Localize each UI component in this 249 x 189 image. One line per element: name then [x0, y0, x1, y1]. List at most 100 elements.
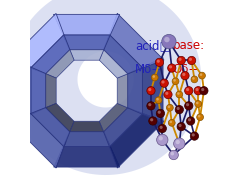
Circle shape — [198, 115, 200, 118]
Circle shape — [149, 117, 157, 125]
Polygon shape — [99, 103, 128, 132]
Circle shape — [194, 87, 202, 95]
Circle shape — [150, 118, 153, 121]
Polygon shape — [108, 141, 120, 167]
Polygon shape — [54, 146, 120, 167]
Circle shape — [168, 119, 175, 126]
Polygon shape — [31, 108, 70, 147]
Polygon shape — [69, 121, 104, 132]
Circle shape — [147, 102, 155, 110]
Circle shape — [157, 60, 160, 63]
Polygon shape — [104, 35, 143, 74]
Circle shape — [176, 140, 180, 144]
Circle shape — [147, 87, 155, 95]
Polygon shape — [137, 58, 163, 69]
Polygon shape — [109, 13, 164, 68]
Circle shape — [148, 88, 151, 91]
Polygon shape — [54, 14, 65, 40]
Circle shape — [186, 88, 189, 91]
Circle shape — [176, 91, 183, 98]
Polygon shape — [9, 13, 64, 68]
Polygon shape — [63, 35, 110, 50]
Text: base:: base: — [173, 39, 205, 52]
Circle shape — [171, 152, 174, 155]
Polygon shape — [109, 113, 164, 168]
Polygon shape — [107, 13, 117, 40]
Circle shape — [158, 111, 161, 114]
Circle shape — [157, 134, 168, 146]
Circle shape — [165, 92, 168, 95]
Polygon shape — [31, 35, 70, 74]
Text: Oδ−: Oδ− — [173, 64, 199, 76]
Circle shape — [162, 34, 176, 49]
Polygon shape — [9, 113, 64, 168]
Circle shape — [188, 118, 191, 121]
Circle shape — [192, 77, 195, 80]
Circle shape — [160, 126, 163, 129]
Circle shape — [173, 79, 176, 82]
Circle shape — [170, 121, 172, 123]
Polygon shape — [117, 74, 128, 108]
Polygon shape — [46, 103, 74, 132]
Circle shape — [187, 117, 195, 125]
Circle shape — [156, 98, 159, 101]
Circle shape — [151, 74, 158, 81]
Circle shape — [179, 58, 182, 61]
Circle shape — [185, 102, 193, 110]
Circle shape — [174, 138, 185, 149]
Circle shape — [187, 56, 196, 65]
Circle shape — [156, 109, 165, 118]
Polygon shape — [142, 58, 163, 124]
Circle shape — [155, 58, 164, 67]
Polygon shape — [137, 111, 164, 121]
Polygon shape — [9, 60, 36, 70]
Circle shape — [186, 103, 189, 106]
Circle shape — [182, 73, 186, 76]
Circle shape — [199, 72, 205, 79]
Polygon shape — [46, 50, 74, 78]
Polygon shape — [10, 112, 36, 124]
Text: Mδ+: Mδ+ — [135, 64, 162, 76]
Circle shape — [169, 65, 172, 68]
Circle shape — [161, 80, 165, 84]
Polygon shape — [10, 0, 201, 175]
Polygon shape — [10, 58, 31, 124]
Circle shape — [190, 132, 199, 140]
Circle shape — [152, 75, 155, 78]
Circle shape — [164, 37, 170, 42]
Circle shape — [168, 64, 176, 72]
Circle shape — [177, 107, 180, 110]
Circle shape — [155, 97, 162, 104]
Circle shape — [196, 102, 198, 104]
Circle shape — [191, 76, 198, 83]
Circle shape — [192, 133, 195, 136]
Circle shape — [164, 90, 172, 99]
Circle shape — [177, 122, 185, 131]
Circle shape — [197, 114, 203, 121]
Circle shape — [201, 88, 204, 91]
Polygon shape — [104, 108, 143, 147]
Polygon shape — [63, 132, 110, 146]
Polygon shape — [31, 67, 46, 114]
Circle shape — [181, 71, 189, 80]
Polygon shape — [56, 142, 66, 168]
Text: acid□: acid□ — [135, 39, 171, 52]
Circle shape — [200, 87, 208, 95]
Circle shape — [167, 104, 173, 111]
Circle shape — [177, 56, 185, 65]
Circle shape — [148, 103, 151, 106]
Circle shape — [189, 58, 192, 61]
Circle shape — [168, 105, 170, 108]
Circle shape — [159, 136, 163, 140]
Circle shape — [200, 73, 202, 76]
Circle shape — [177, 92, 180, 95]
Circle shape — [185, 87, 193, 95]
Circle shape — [195, 101, 202, 107]
Circle shape — [195, 88, 199, 91]
Polygon shape — [54, 14, 120, 35]
Circle shape — [175, 105, 184, 114]
Circle shape — [158, 124, 167, 133]
Circle shape — [160, 79, 168, 87]
Polygon shape — [99, 50, 128, 78]
Polygon shape — [69, 50, 104, 60]
